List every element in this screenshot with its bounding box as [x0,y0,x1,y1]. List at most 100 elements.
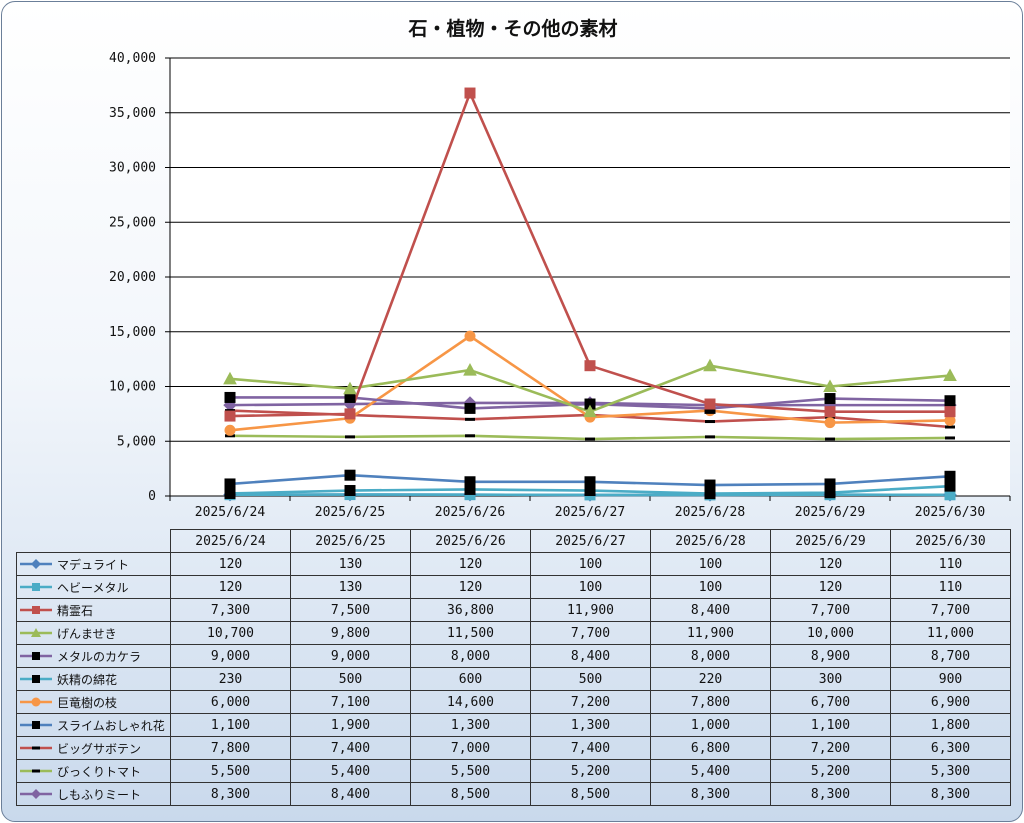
legend-entry: 妖精の綿花 [16,667,171,691]
series-name: げんませき [57,626,117,641]
table-cell: 9,800 [290,621,411,645]
table-cell: 5,200 [530,759,651,783]
series-name: 妖精の綿花 [57,672,118,687]
x-tick-label: 2025/6/28 [675,505,745,520]
table-cell: 11,900 [530,598,651,622]
data-point [823,379,837,392]
data-point [344,408,356,420]
table-row: しもふりミート 8,300 8,400 8,500 8,500 8,300 8,300 8,3… [16,782,1011,806]
table-cell: 6,300 [890,736,1011,760]
series-name: しもふりミート [57,787,142,802]
data-point [224,410,236,422]
series-name: ヘビーメタル [57,580,129,595]
chart-title: 石・植物・その他の素材 [408,18,618,40]
table-cell: 6,800 [650,736,771,760]
table-cell: 7,800 [650,690,771,714]
table-cell: 8,000 [650,644,771,668]
data-point [824,487,836,499]
table-cell: 10,000 [770,621,891,645]
table-column-header: 2025/6/26 [410,529,531,553]
legend-marker [32,769,40,773]
table-cell: 8,300 [650,782,771,806]
legend-key-icon [20,789,52,799]
data-point [824,393,836,405]
series-name: びっくりトマト [57,764,142,779]
table-cell: 120 [170,575,291,599]
legend-marker [32,583,40,591]
data-point [224,487,236,499]
table-cell: 5,200 [770,759,891,783]
table-cell: 14,600 [410,690,531,714]
table-cell: 120 [170,552,291,576]
table-cell: 900 [890,667,1011,691]
y-tick-label: 15,000 [109,325,156,340]
legend-marker [32,721,40,729]
data-table: 2025/6/24 2025/6/25 2025/6/26 2025/6/27 2025… [16,529,1011,806]
table-cell: 1,300 [410,713,531,737]
table-cell: 7,700 [890,598,1011,622]
table-cell: 5,400 [290,759,411,783]
x-tick-label: 2025/6/29 [795,505,865,520]
legend-entry: メタルのカケラ [16,644,171,668]
legend-entry: マデュライト [16,552,171,576]
table-cell: 500 [290,667,411,691]
table-cell: 8,400 [290,782,411,806]
legend-marker [32,746,40,750]
data-point [585,437,595,441]
data-point [944,395,956,407]
data-point [824,417,836,429]
table-cell: 36,800 [410,598,531,622]
series-name: マデュライト [57,557,130,572]
data-point [943,368,957,382]
x-tick-label: 2025/6/25 [315,505,385,520]
table-row: ビッグサボテン 7,800 7,400 7,000 7,400 6,800 7,200 6,3… [16,736,1011,760]
data-point [344,469,356,481]
table-cell: 1,300 [530,713,651,737]
legend-key-icon [20,746,52,750]
series-name: 精霊石 [57,603,94,618]
table-cell: 7,700 [770,598,891,622]
line-chart: 0 5,000 10,000 15,000 20,000 25,000 30,000 35,0… [109,51,1011,520]
table-cell: 1,000 [650,713,771,737]
table-cell: 1,100 [770,713,891,737]
data-point [944,406,956,418]
table-cell: 130 [290,552,411,576]
table-cell: 110 [890,575,1011,599]
table-cell: 7,800 [170,736,291,760]
data-point [464,330,476,342]
table-cell: 5,300 [890,759,1011,783]
data-point [344,485,356,497]
data-table-header: 2025/6/24 2025/6/25 2025/6/26 2025/6/27 2025… [17,529,1011,553]
x-tick-label: 2025/6/26 [435,505,505,520]
data-point [703,358,717,372]
table-column-header: 2025/6/25 [290,529,411,553]
table-cell: 100 [530,575,651,599]
legend-marker [32,652,40,660]
data-point [583,404,597,418]
data-point [224,478,236,490]
data-point [584,485,596,497]
table-cell: 8,500 [530,782,651,806]
table-cell: 1,100 [170,713,291,737]
table-cell: 120 [410,575,531,599]
table-cell: 7,300 [170,598,291,622]
data-point [944,470,956,482]
legend-marker [32,606,40,614]
legend-entry: しもふりミート [16,782,171,806]
y-tick-label: 30,000 [109,161,156,176]
legend-entry: ビッグサボテン [16,736,171,760]
legend-key-icon [20,606,52,614]
series-name: メタルのカケラ [57,649,142,664]
table-column-header: 2025/6/29 [770,529,891,553]
table-cell: 7,200 [770,736,891,760]
table-cell: 300 [770,667,891,691]
table-cell: 8,900 [770,644,891,668]
data-point [944,480,956,492]
table-row: スライムおしゃれ花 1,100 1,900 1,300 1,300 1,000 1,100 1… [16,713,1011,737]
data-point [224,424,236,436]
legend-entry: ヘビーメタル [16,575,171,599]
legend-marker [31,559,41,569]
legend-key-icon [20,675,52,683]
legend-entry: げんませき [16,621,171,645]
data-point [463,363,477,376]
